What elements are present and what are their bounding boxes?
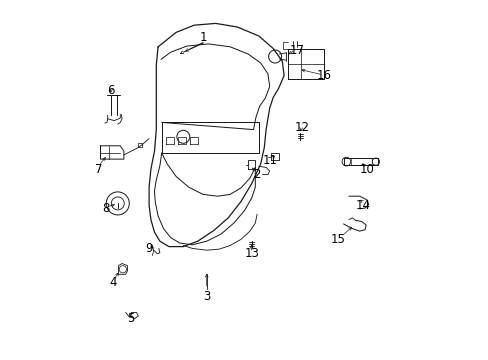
Text: 1: 1: [199, 31, 206, 44]
Text: 3: 3: [203, 291, 210, 303]
Text: 13: 13: [244, 247, 259, 260]
Text: 11: 11: [262, 154, 277, 167]
Text: 8: 8: [102, 202, 109, 215]
Text: 12: 12: [294, 121, 309, 134]
Text: 5: 5: [127, 312, 135, 325]
Text: 4: 4: [109, 276, 117, 289]
Text: 2: 2: [253, 168, 260, 181]
Text: 7: 7: [95, 163, 102, 176]
Text: 16: 16: [316, 69, 330, 82]
Text: 6: 6: [107, 84, 115, 96]
Text: 17: 17: [288, 44, 304, 57]
Text: 9: 9: [145, 242, 153, 255]
Text: 14: 14: [355, 199, 370, 212]
Text: 15: 15: [330, 233, 345, 246]
Text: 10: 10: [359, 163, 374, 176]
